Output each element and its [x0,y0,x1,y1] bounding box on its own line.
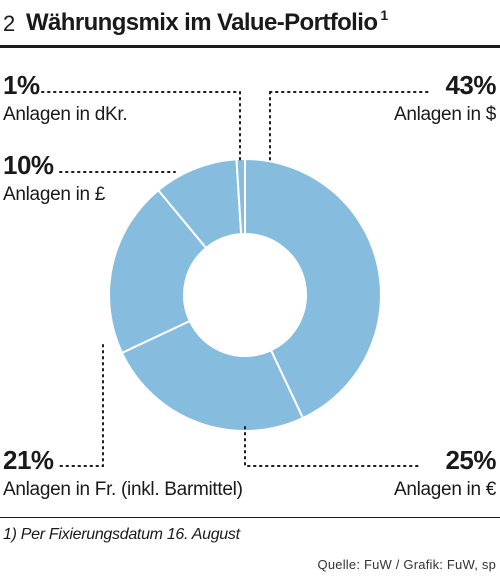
slice-eur [120,319,305,432]
chart-number: 2 [3,11,16,36]
source-credit: Quelle: FuW / Grafik: FuW, sp [317,557,496,572]
label-chf: Anlagen in Fr. (inkl. Barmittel) [3,479,243,500]
leader-line-usd [269,91,431,163]
leader-lines [41,91,431,467]
pct-gbp: 10% [3,150,54,180]
donut-slices [108,157,382,432]
leader-line-eur [244,426,419,467]
label-gbp: Anlagen in £ [3,184,106,205]
footnote-marker: 1 [380,7,388,23]
leader-line-chf [59,344,104,467]
pct-usd: 43% [445,70,496,100]
slice-usd [244,157,382,420]
pct-eur: 25% [445,445,496,475]
pct-dkk: 1% [3,70,40,100]
label-usd: Anlagen in $ [393,104,496,125]
chart-title: Währungsmix im Value-Portfolio 1 [26,7,388,37]
leader-line-dkk [41,91,241,161]
chart-header: 2 Währungsmix im Value-Portfolio 1 [0,0,500,46]
top-rule [0,45,500,48]
chart-title-text: Währungsmix im Value-Portfolio [26,9,378,36]
slice-chf [108,188,208,355]
footnote: 1) Per Fixierungsdatum 16. August [3,526,240,543]
label-eur: Anlagen in € [393,479,496,500]
pct-chf: 21% [3,445,54,475]
footnote-rule [0,517,500,518]
label-dkk: Anlagen in dKr. [3,104,128,125]
